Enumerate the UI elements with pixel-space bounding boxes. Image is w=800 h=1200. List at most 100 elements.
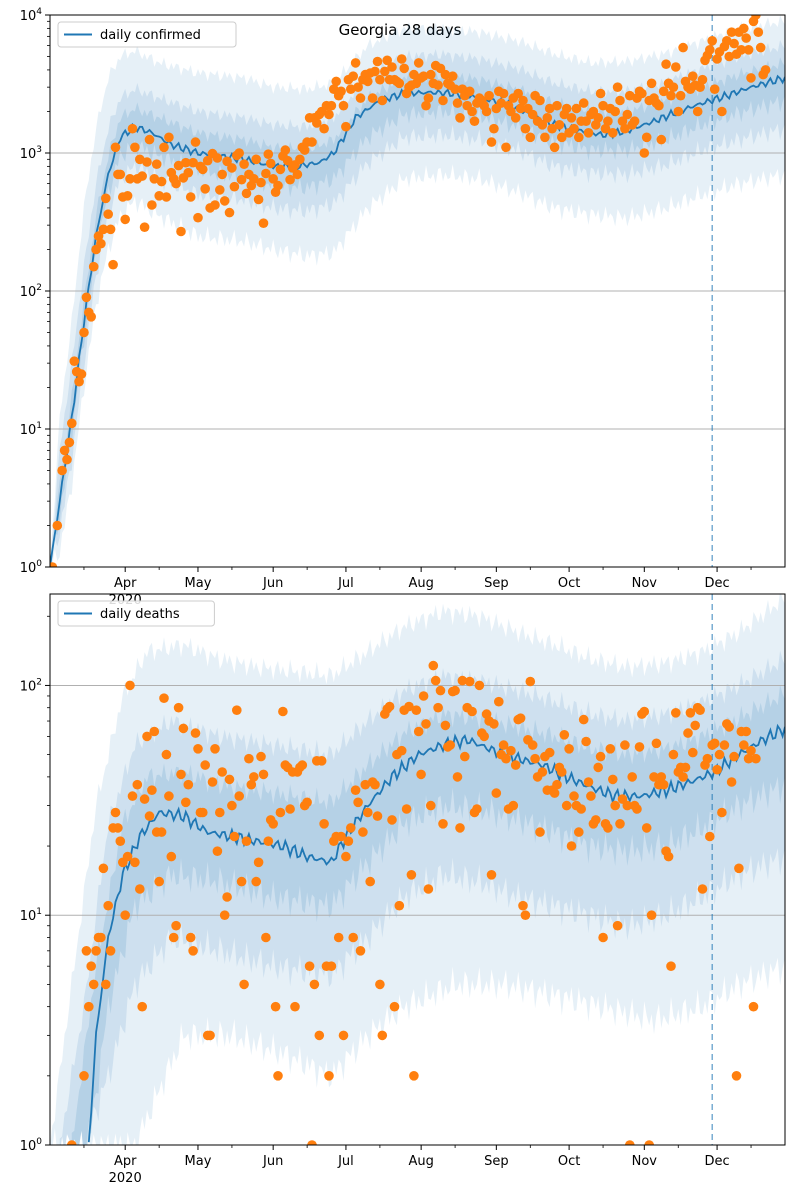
data-point [455,823,465,833]
data-point [625,1140,635,1145]
data-point [743,753,754,764]
data-point [489,719,499,729]
data-point [144,811,155,821]
data-point [64,437,75,448]
data-point [421,719,431,729]
data-point [261,932,271,943]
data-point [668,82,679,92]
data-point [569,123,579,134]
data-point [712,764,722,775]
data-point [173,702,184,713]
observed-points [50,15,771,567]
data-point [76,369,87,379]
data-point [615,95,625,106]
data-point [137,171,147,181]
data-point [166,851,177,862]
data-point [486,870,497,880]
data-point [239,979,249,990]
data-point [530,753,540,764]
data-point [726,27,737,37]
data-point [79,327,89,338]
data-point [139,222,150,232]
data-point [139,794,150,804]
data-point [91,946,101,956]
data-point [144,134,155,145]
data-point [625,90,635,101]
data-point [326,100,337,111]
y-tick-label: 100 [20,1137,43,1154]
data-point [350,58,361,68]
data-point [324,109,334,120]
data-point [212,153,223,163]
data-point [105,946,116,956]
data-point [595,751,606,762]
data-point [501,753,511,764]
data-point [69,356,80,367]
data-point [450,685,460,696]
data-point [637,88,647,99]
data-point [409,1071,419,1081]
data-point [578,98,589,108]
data-point [185,192,196,202]
data-point [164,132,174,143]
data-point [200,760,210,770]
x-tick-label: Oct [558,1154,580,1169]
data-point [127,791,138,801]
data-point [600,123,611,134]
data-point [236,876,247,887]
data-point [617,116,628,126]
data-point [450,84,460,94]
data-point [685,708,696,718]
data-point [154,191,164,201]
data-point [447,71,458,81]
data-point [98,224,109,235]
x-tick-sublabel: 2020 [109,1171,142,1186]
data-point [467,706,477,717]
data-point [396,745,407,756]
data-point [549,788,560,798]
data-point [649,772,659,782]
data-point [581,116,591,126]
data-point [751,15,761,20]
data-point [384,701,395,712]
data-point [358,827,368,837]
data-point [559,730,570,740]
data-point [561,103,572,114]
data-point [746,745,756,756]
data-point [445,740,456,750]
x-tick-label: Aug [408,576,433,591]
data-point [219,196,230,206]
data-point [295,154,305,165]
data-point [205,1030,215,1041]
x-tick-label: Jul [337,1154,354,1169]
data-point [363,76,373,87]
data-point [88,979,99,990]
x-tick-label: Aug [408,1154,433,1169]
legend-box [57,21,237,48]
data-point [489,123,499,134]
data-point [508,800,519,811]
data-point [654,100,664,111]
data-point [103,209,113,219]
data-point [229,831,240,842]
data-point [219,910,230,920]
data-point [348,932,359,943]
data-point [406,870,417,880]
data-point [513,88,523,99]
data-point [554,120,565,130]
data-point [741,726,751,737]
data-point [115,836,126,846]
data-point [658,86,669,97]
data-point [695,82,705,92]
data-point [183,779,194,790]
data-point [651,738,662,749]
data-point [634,742,645,752]
data-point [537,120,548,130]
data-point [130,857,140,868]
data-point [188,946,198,956]
data-point [178,723,189,734]
data-point [632,804,642,814]
data-point [326,961,337,971]
data-point [525,676,536,687]
data-point [377,1030,388,1041]
